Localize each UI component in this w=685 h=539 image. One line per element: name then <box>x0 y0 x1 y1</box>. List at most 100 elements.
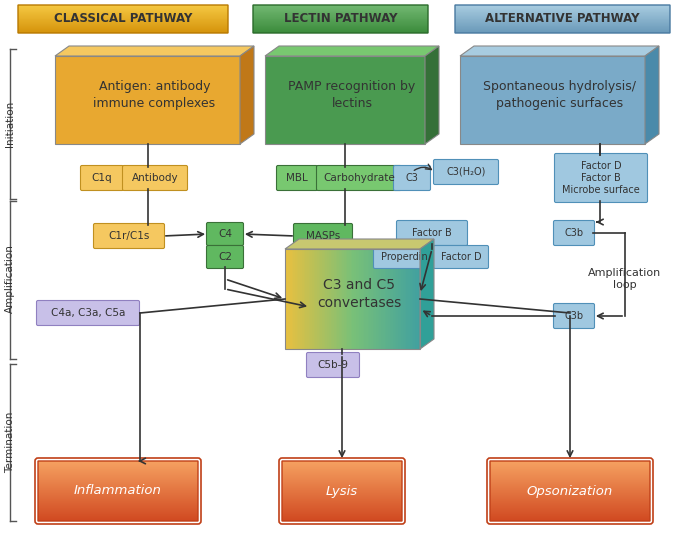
Bar <box>282 484 402 485</box>
FancyBboxPatch shape <box>293 224 353 248</box>
Bar <box>38 510 198 511</box>
Bar <box>38 494 198 495</box>
Bar <box>282 467 402 468</box>
Bar <box>490 468 650 469</box>
Bar <box>490 467 650 468</box>
Bar <box>38 482 198 483</box>
Bar <box>38 497 198 498</box>
Bar <box>38 485 198 486</box>
Bar <box>302 249 304 349</box>
Bar <box>38 509 198 510</box>
Bar <box>490 484 650 485</box>
Bar <box>490 514 650 515</box>
Bar <box>282 494 402 495</box>
Bar <box>38 487 198 488</box>
Bar <box>419 249 421 349</box>
Polygon shape <box>460 56 645 144</box>
Bar <box>408 249 410 349</box>
Bar <box>38 467 198 468</box>
Bar <box>368 249 370 349</box>
Text: PAMP recognition by
lectins: PAMP recognition by lectins <box>288 80 416 110</box>
Bar <box>490 503 650 504</box>
Bar <box>38 493 198 494</box>
Text: C1r/C1s: C1r/C1s <box>108 231 150 241</box>
Bar <box>282 503 402 504</box>
Bar <box>282 516 402 517</box>
Bar <box>38 492 198 493</box>
Bar <box>490 500 650 501</box>
Bar <box>490 490 650 491</box>
Bar <box>327 249 329 349</box>
Bar <box>38 468 198 469</box>
Bar <box>490 492 650 493</box>
Bar <box>369 249 371 349</box>
Bar <box>282 509 402 510</box>
Bar <box>490 512 650 513</box>
Bar <box>38 505 198 506</box>
Bar <box>490 461 650 462</box>
Bar <box>282 506 402 507</box>
Bar <box>366 249 368 349</box>
Bar <box>386 249 388 349</box>
Bar <box>282 500 402 501</box>
Bar <box>38 475 198 476</box>
Bar <box>38 503 198 504</box>
Bar <box>490 491 650 492</box>
Bar <box>38 498 198 499</box>
Bar <box>282 464 402 465</box>
Bar <box>282 479 402 480</box>
Bar <box>38 517 198 518</box>
Bar <box>38 465 198 466</box>
Bar <box>361 249 363 349</box>
Bar <box>336 249 338 349</box>
Bar <box>490 466 650 467</box>
Bar <box>490 483 650 484</box>
Bar <box>282 469 402 470</box>
Text: Antigen: antibody
immune complexes: Antigen: antibody immune complexes <box>93 80 216 110</box>
Bar <box>38 500 198 501</box>
Bar <box>38 495 198 496</box>
Text: MASPs: MASPs <box>306 231 340 241</box>
FancyBboxPatch shape <box>373 245 434 268</box>
Bar <box>285 249 287 349</box>
Bar <box>282 508 402 509</box>
Bar <box>282 493 402 494</box>
Bar <box>390 249 392 349</box>
Bar <box>282 510 402 511</box>
Text: ALTERNATIVE PATHWAY: ALTERNATIVE PATHWAY <box>485 12 640 25</box>
FancyBboxPatch shape <box>553 303 595 328</box>
Bar <box>38 461 198 462</box>
Bar <box>412 249 414 349</box>
Bar <box>490 519 650 520</box>
Bar <box>282 468 402 469</box>
Bar <box>319 249 321 349</box>
Bar <box>358 249 360 349</box>
Text: Factor D: Factor D <box>440 252 482 262</box>
Bar <box>299 249 301 349</box>
Bar <box>364 249 366 349</box>
Bar <box>282 491 402 492</box>
Bar <box>38 481 198 482</box>
Bar <box>287 249 289 349</box>
Bar <box>347 249 349 349</box>
Bar <box>405 249 407 349</box>
Bar <box>282 478 402 479</box>
Bar <box>38 512 198 513</box>
Text: Spontaneous hydrolysis/
pathogenic surfaces: Spontaneous hydrolysis/ pathogenic surfa… <box>483 80 636 110</box>
Bar <box>490 476 650 477</box>
FancyBboxPatch shape <box>306 353 360 377</box>
Text: C4a, C3a, C5a: C4a, C3a, C5a <box>51 308 125 318</box>
Bar <box>353 249 355 349</box>
Bar <box>321 249 323 349</box>
Bar <box>490 463 650 464</box>
Bar <box>490 475 650 476</box>
Bar <box>384 249 387 349</box>
Text: Factor B: Factor B <box>412 228 452 238</box>
Text: Factor D
Factor B
Microbe surface: Factor D Factor B Microbe surface <box>562 161 640 196</box>
Bar <box>490 496 650 497</box>
Text: C4: C4 <box>218 229 232 239</box>
Bar <box>303 249 306 349</box>
Text: C1q: C1q <box>92 173 112 183</box>
Bar <box>38 486 198 487</box>
Bar <box>282 490 402 491</box>
